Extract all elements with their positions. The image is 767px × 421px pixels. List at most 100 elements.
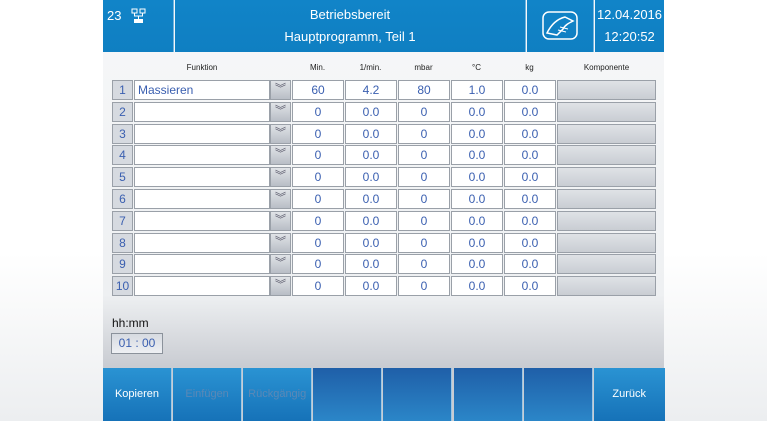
rpm-field[interactable]: 0.0 (345, 189, 397, 209)
kg-field[interactable]: 0.0 (504, 189, 556, 209)
min-field[interactable]: 0 (292, 167, 344, 188)
table-row: 9 ︾ 0 0.0 0 0.0 0.0 (112, 254, 656, 275)
dropdown-button[interactable]: ︾ (270, 276, 291, 297)
kg-field[interactable]: 0.0 (504, 167, 556, 188)
dropdown-button[interactable]: ︾ (270, 80, 291, 100)
row-number: 1 (112, 80, 133, 100)
function-select[interactable] (134, 145, 270, 166)
rpm-field[interactable]: 0.0 (345, 145, 397, 166)
mbar-field[interactable]: 0 (398, 123, 450, 144)
kg-field[interactable]: 0.0 (504, 145, 556, 166)
komponente-field[interactable] (557, 80, 656, 100)
table-row: 6 ︾ 0 0.0 0 0.0 0.0 (112, 189, 656, 210)
table-row: 1 Massieren ︾ 60 4.2 80 1.0 0.0 (112, 80, 656, 101)
button-zurueck[interactable]: Zurück (593, 368, 665, 421)
mbar-field[interactable]: 0 (398, 254, 450, 275)
table-row: 7 ︾ 0 0.0 0 0.0 0.0 (112, 210, 656, 232)
min-field[interactable]: 60 (292, 80, 344, 100)
min-field[interactable]: 0 (292, 145, 344, 166)
empty-softkey (453, 368, 523, 421)
function-select[interactable] (134, 254, 270, 275)
mbar-field[interactable]: 0 (398, 167, 450, 188)
function-select[interactable] (134, 167, 270, 188)
rpm-field[interactable]: 0.0 (345, 276, 397, 297)
function-select[interactable]: Massieren (134, 80, 270, 100)
celsius-field[interactable]: 0.0 (451, 276, 503, 297)
function-select[interactable] (134, 232, 270, 253)
komponente-field[interactable] (557, 276, 656, 297)
column-header-celsius: °C (472, 63, 481, 72)
komponente-field[interactable] (557, 210, 656, 231)
function-select[interactable] (134, 210, 270, 231)
button-kopieren[interactable]: Kopieren (103, 368, 172, 421)
dropdown-button[interactable]: ︾ (270, 123, 291, 144)
kg-field[interactable]: 0.0 (504, 123, 556, 144)
dropdown-button[interactable]: ︾ (270, 101, 291, 122)
rpm-field[interactable]: 0.0 (345, 232, 397, 253)
min-field[interactable]: 0 (292, 232, 344, 253)
function-select[interactable] (134, 276, 270, 297)
function-select[interactable] (134, 123, 270, 144)
function-icon-cell (527, 0, 594, 52)
min-field[interactable]: 0 (292, 189, 344, 209)
chevron-down-icon: ︾ (275, 257, 286, 270)
rpm-field[interactable]: 0.0 (345, 101, 397, 122)
mbar-field[interactable]: 0 (398, 145, 450, 166)
kg-field[interactable]: 0.0 (504, 254, 556, 275)
min-field[interactable]: 0 (292, 123, 344, 144)
celsius-field[interactable]: 0.0 (451, 123, 503, 144)
celsius-field[interactable]: 0.0 (451, 232, 503, 253)
rpm-field[interactable]: 0.0 (345, 254, 397, 275)
rpm-field[interactable]: 0.0 (345, 123, 397, 144)
mbar-field[interactable]: 80 (398, 80, 450, 100)
datetime-cell: 12.04.2016 12:20:52 (595, 0, 664, 52)
kg-field[interactable]: 0.0 (504, 210, 556, 231)
dropdown-button[interactable]: ︾ (270, 167, 291, 188)
mbar-field[interactable]: 0 (398, 276, 450, 297)
min-field[interactable]: 0 (292, 101, 344, 122)
celsius-field[interactable]: 0.0 (451, 145, 503, 166)
komponente-field[interactable] (557, 145, 656, 166)
function-select[interactable] (134, 101, 270, 122)
min-field[interactable]: 0 (292, 210, 344, 231)
dropdown-button[interactable]: ︾ (270, 145, 291, 166)
table-row: 10 ︾ 0 0.0 0 0.0 0.0 (112, 276, 656, 297)
column-header-min: Min. (309, 63, 326, 72)
rpm-field[interactable]: 4.2 (345, 80, 397, 100)
kg-field[interactable]: 0.0 (504, 101, 556, 122)
min-field[interactable]: 0 (292, 276, 344, 297)
min-field[interactable]: 0 (292, 254, 344, 275)
rpm-field[interactable]: 0.0 (345, 210, 397, 231)
duration-input[interactable]: 01 : 00 (111, 333, 163, 354)
mbar-field[interactable]: 0 (398, 101, 450, 122)
dropdown-button[interactable]: ︾ (270, 232, 291, 253)
komponente-field[interactable] (557, 167, 656, 188)
komponente-field[interactable] (557, 189, 656, 209)
celsius-field[interactable]: 1.0 (451, 80, 503, 100)
table-row: 5 ︾ 0 0.0 0 0.0 0.0 (112, 167, 656, 188)
row-number: 7 (112, 210, 133, 231)
celsius-field[interactable]: 0.0 (451, 189, 503, 209)
column-header-kg: kg (525, 63, 534, 72)
dropdown-button[interactable]: ︾ (270, 210, 291, 231)
celsius-field[interactable]: 0.0 (451, 167, 503, 188)
mbar-field[interactable]: 0 (398, 189, 450, 209)
kg-field[interactable]: 0.0 (504, 80, 556, 100)
chevron-down-icon: ︾ (275, 213, 286, 226)
komponente-field[interactable] (557, 232, 656, 253)
mbar-field[interactable]: 0 (398, 232, 450, 253)
kg-field[interactable]: 0.0 (504, 276, 556, 297)
celsius-field[interactable]: 0.0 (451, 254, 503, 275)
kg-field[interactable]: 0.0 (504, 232, 556, 253)
chevron-down-icon: ︾ (275, 126, 286, 139)
mbar-field[interactable]: 0 (398, 210, 450, 231)
komponente-field[interactable] (557, 123, 656, 144)
celsius-field[interactable]: 0.0 (451, 210, 503, 231)
function-select[interactable] (134, 189, 270, 209)
dropdown-button[interactable]: ︾ (270, 254, 291, 275)
komponente-field[interactable] (557, 254, 656, 275)
dropdown-button[interactable]: ︾ (270, 189, 291, 209)
komponente-field[interactable] (557, 101, 656, 122)
rpm-field[interactable]: 0.0 (345, 167, 397, 188)
celsius-field[interactable]: 0.0 (451, 101, 503, 122)
